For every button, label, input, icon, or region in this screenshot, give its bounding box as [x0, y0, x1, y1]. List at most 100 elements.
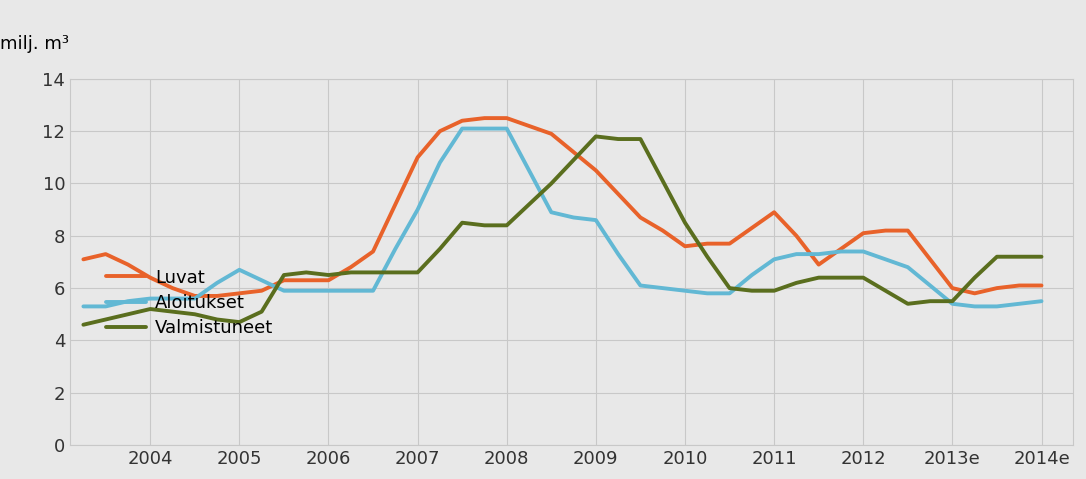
- Valmistuneet: [679, 220, 692, 226]
- Aloitukset: [745, 272, 758, 278]
- Valmistuneet: [545, 181, 558, 186]
- Valmistuneet: [188, 311, 201, 317]
- Valmistuneet: [768, 288, 781, 294]
- Luvat: [834, 246, 847, 252]
- Valmistuneet: [77, 322, 90, 328]
- Valmistuneet: [367, 270, 380, 275]
- Luvat: [232, 290, 245, 296]
- Luvat: [188, 293, 201, 299]
- Luvat: [700, 241, 714, 247]
- Aloitukset: [277, 288, 290, 294]
- Aloitukset: [433, 160, 446, 165]
- Valmistuneet: [611, 136, 624, 142]
- Aloitukset: [1035, 298, 1048, 304]
- Valmistuneet: [968, 275, 981, 281]
- Luvat: [990, 285, 1003, 291]
- Valmistuneet: [590, 134, 603, 139]
- Luvat: [901, 228, 914, 233]
- Luvat: [590, 168, 603, 173]
- Aloitukset: [679, 288, 692, 294]
- Aloitukset: [412, 207, 425, 213]
- Valmistuneet: [211, 317, 224, 322]
- Valmistuneet: [143, 306, 156, 312]
- Luvat: [567, 149, 580, 155]
- Aloitukset: [300, 288, 313, 294]
- Aloitukset: [99, 304, 112, 309]
- Aloitukset: [834, 249, 847, 254]
- Valmistuneet: [255, 309, 268, 315]
- Luvat: [143, 275, 156, 281]
- Luvat: [478, 115, 491, 121]
- Aloitukset: [211, 280, 224, 286]
- Valmistuneet: [567, 157, 580, 163]
- Aloitukset: [321, 288, 334, 294]
- Aloitukset: [768, 256, 781, 262]
- Luvat: [389, 202, 402, 207]
- Aloitukset: [968, 304, 981, 309]
- Aloitukset: [611, 251, 624, 257]
- Aloitukset: [143, 296, 156, 301]
- Aloitukset: [456, 125, 469, 131]
- Valmistuneet: [723, 285, 736, 291]
- Aloitukset: [990, 304, 1003, 309]
- Aloitukset: [812, 251, 825, 257]
- Luvat: [412, 154, 425, 160]
- Luvat: [968, 290, 981, 296]
- Aloitukset: [946, 301, 959, 307]
- Luvat: [77, 256, 90, 262]
- Luvat: [522, 123, 535, 129]
- Luvat: [99, 251, 112, 257]
- Aloitukset: [478, 125, 491, 131]
- Aloitukset: [723, 290, 736, 296]
- Aloitukset: [122, 298, 135, 304]
- Luvat: [857, 230, 870, 236]
- Luvat: [812, 262, 825, 267]
- Luvat: [545, 131, 558, 137]
- Luvat: [255, 288, 268, 294]
- Aloitukset: [700, 290, 714, 296]
- Luvat: [790, 233, 803, 239]
- Luvat: [745, 225, 758, 231]
- Luvat: [634, 215, 647, 220]
- Line: Valmistuneet: Valmistuneet: [84, 137, 1041, 325]
- Aloitukset: [634, 283, 647, 288]
- Aloitukset: [656, 285, 669, 291]
- Aloitukset: [367, 288, 380, 294]
- Valmistuneet: [412, 270, 425, 275]
- Aloitukset: [166, 296, 179, 301]
- Valmistuneet: [300, 270, 313, 275]
- Aloitukset: [879, 256, 892, 262]
- Aloitukset: [790, 251, 803, 257]
- Aloitukset: [923, 283, 936, 288]
- Valmistuneet: [700, 254, 714, 260]
- Valmistuneet: [1013, 254, 1026, 260]
- Valmistuneet: [745, 288, 758, 294]
- Valmistuneet: [456, 220, 469, 226]
- Valmistuneet: [389, 270, 402, 275]
- Aloitukset: [590, 217, 603, 223]
- Valmistuneet: [122, 311, 135, 317]
- Aloitukset: [77, 304, 90, 309]
- Luvat: [433, 128, 446, 134]
- Valmistuneet: [990, 254, 1003, 260]
- Aloitukset: [188, 296, 201, 301]
- Luvat: [611, 191, 624, 197]
- Luvat: [656, 228, 669, 233]
- Luvat: [300, 277, 313, 283]
- Valmistuneet: [344, 270, 357, 275]
- Aloitukset: [344, 288, 357, 294]
- Text: milj. m³: milj. m³: [0, 35, 68, 53]
- Aloitukset: [501, 125, 514, 131]
- Luvat: [1035, 283, 1048, 288]
- Aloitukset: [901, 264, 914, 270]
- Valmistuneet: [834, 275, 847, 281]
- Valmistuneet: [99, 317, 112, 322]
- Luvat: [923, 256, 936, 262]
- Luvat: [879, 228, 892, 233]
- Valmistuneet: [478, 222, 491, 228]
- Valmistuneet: [790, 280, 803, 286]
- Aloitukset: [255, 277, 268, 283]
- Aloitukset: [389, 246, 402, 252]
- Luvat: [456, 118, 469, 124]
- Valmistuneet: [879, 288, 892, 294]
